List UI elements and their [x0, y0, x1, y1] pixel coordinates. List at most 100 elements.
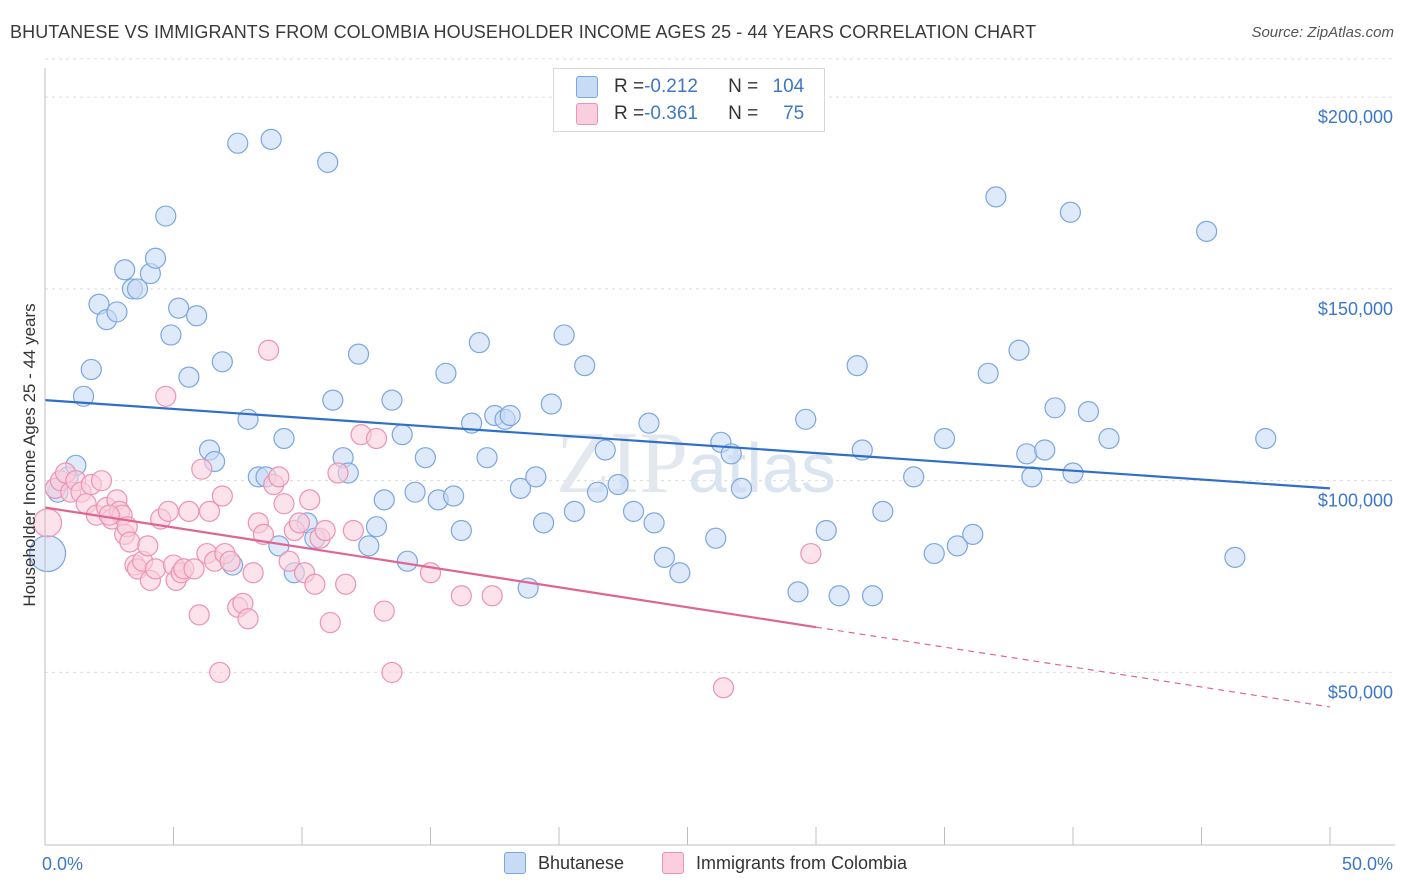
- data-point: [525, 466, 547, 488]
- data-point: [273, 493, 295, 515]
- data-point: [273, 427, 295, 450]
- data-point: [126, 278, 149, 300]
- data-point: [252, 523, 275, 545]
- data-point: [178, 366, 200, 388]
- data-point: [450, 519, 472, 542]
- x-tick-label: 0.0%: [42, 854, 83, 874]
- data-point: [299, 489, 321, 511]
- data-point: [946, 535, 968, 557]
- data-point: [119, 531, 141, 553]
- data-point: [607, 473, 629, 496]
- data-point: [1062, 462, 1084, 484]
- series-points-1: [32, 339, 822, 699]
- watermark-zip: ZIP: [556, 415, 688, 512]
- data-point: [144, 558, 167, 580]
- y-tick-label: $50,000: [1328, 682, 1393, 702]
- legend-item-colombia: Immigrants from Colombia: [662, 852, 907, 874]
- data-point: [381, 389, 403, 411]
- data-point: [373, 600, 395, 622]
- data-point: [481, 585, 503, 607]
- legend-item-bhutanese: Bhutanese: [504, 852, 624, 874]
- y-axis-title: Householder Income Ages 25 - 44 years: [20, 303, 39, 606]
- data-point: [720, 443, 742, 465]
- data-point: [653, 546, 675, 568]
- data-point: [1255, 427, 1277, 450]
- data-point: [365, 516, 388, 538]
- data-point: [586, 481, 609, 503]
- legend-row-bhutanese: R = -0.212 N = 104: [576, 74, 804, 100]
- series-legend: Bhutanese Immigrants from Colombia: [0, 852, 1406, 878]
- data-point: [787, 581, 809, 603]
- legend-swatch-blue: [504, 852, 526, 874]
- data-point: [1021, 466, 1043, 488]
- chart-title: BHUTANESE VS IMMIGRANTS FROM COLOMBIA HO…: [10, 22, 1037, 42]
- data-point: [396, 550, 418, 572]
- data-point: [209, 661, 231, 684]
- data-point: [186, 305, 208, 327]
- data-point: [144, 247, 167, 269]
- data-point: [414, 447, 436, 469]
- legend-n-label: N =: [728, 103, 759, 124]
- data-point: [168, 297, 190, 319]
- legend-r-label: R =: [614, 76, 645, 97]
- data-point: [211, 485, 233, 507]
- data-point: [227, 132, 249, 154]
- data-point: [705, 527, 727, 549]
- data-point: [846, 355, 868, 377]
- data-point: [933, 427, 956, 450]
- data-point: [574, 355, 596, 377]
- legend-n-value: 75: [783, 103, 805, 124]
- data-point: [923, 542, 945, 565]
- data-point: [317, 151, 339, 173]
- data-point: [468, 332, 490, 354]
- data-point: [1059, 201, 1082, 223]
- data-point: [155, 205, 177, 227]
- data-point: [219, 550, 241, 572]
- data-point: [373, 489, 395, 511]
- legend-n-value: 104: [772, 76, 805, 97]
- legend-r-label: R =: [614, 103, 645, 124]
- data-point: [319, 611, 341, 634]
- scatter-points: [28, 128, 1277, 699]
- data-point: [553, 324, 575, 346]
- data-point: [160, 324, 182, 346]
- data-point: [669, 562, 691, 584]
- data-point: [450, 585, 472, 607]
- data-point: [1016, 443, 1038, 465]
- data-point: [260, 128, 282, 150]
- data-point: [712, 677, 735, 699]
- data-point: [1196, 220, 1218, 242]
- data-point: [314, 519, 336, 542]
- data-point: [98, 504, 120, 526]
- data-point: [872, 500, 894, 522]
- data-point: [1224, 546, 1246, 568]
- data-point: [435, 362, 457, 384]
- data-point: [278, 550, 300, 572]
- data-point: [391, 424, 413, 446]
- data-point: [347, 343, 370, 365]
- legend-swatch-blue: [576, 76, 598, 98]
- data-point: [72, 385, 95, 407]
- legend-label-colombia: Immigrants from Colombia: [696, 852, 908, 873]
- data-point: [800, 542, 822, 565]
- data-point: [191, 458, 213, 480]
- watermark-atlas: atlas: [688, 429, 836, 507]
- data-point: [730, 477, 753, 499]
- data-point: [1077, 401, 1100, 423]
- legend-n-label: N =: [728, 76, 759, 97]
- data-point: [563, 500, 586, 522]
- data-point: [188, 604, 210, 626]
- data-point: [381, 661, 403, 684]
- legend-swatch-pink: [576, 103, 598, 125]
- y-tick-label: $100,000: [1318, 491, 1393, 511]
- data-point: [1008, 339, 1030, 361]
- data-point: [985, 186, 1007, 208]
- data-point: [183, 558, 205, 580]
- data-point: [499, 404, 521, 427]
- trend-line-dashed-1: [815, 626, 1331, 708]
- data-point: [106, 301, 128, 323]
- correlation-legend: R = -0.212 N = 104 R = -0.361 N = 75: [553, 68, 825, 132]
- chart-source: Source: ZipAtlas.com: [1251, 24, 1394, 41]
- data-point: [237, 608, 259, 630]
